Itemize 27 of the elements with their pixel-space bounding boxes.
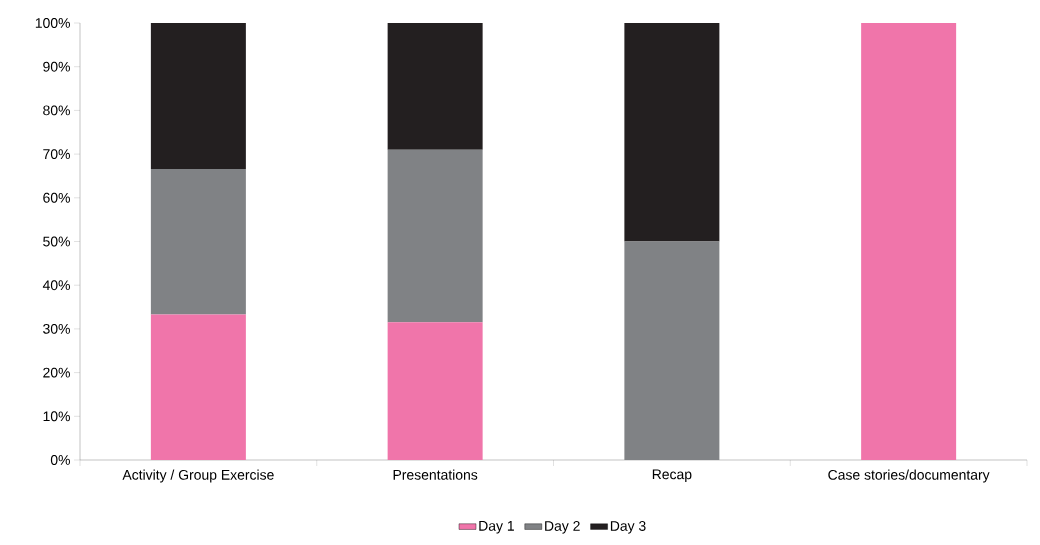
- y-tick-label: 20%: [43, 367, 70, 378]
- y-tick-label: 70%: [43, 149, 70, 160]
- bar: [150, 23, 246, 169]
- bar: [624, 23, 720, 242]
- legend-label: Day 1: [479, 521, 514, 534]
- y-tick-label: 30%: [43, 323, 70, 334]
- y-tick-label: 40%: [42, 280, 70, 291]
- y-tick-label: 100%: [35, 18, 70, 28]
- y-tick-label: 80%: [43, 105, 70, 116]
- x-tick-label: Presentations: [393, 469, 478, 480]
- bar: [387, 322, 483, 460]
- x-tick-label: Recap: [652, 469, 692, 483]
- y-tick-label: 50%: [43, 236, 70, 247]
- y-tick-label: 90%: [43, 61, 70, 72]
- bar: [387, 23, 483, 150]
- y-tick-label: 10%: [43, 411, 70, 422]
- x-tick-label: Activity / Group Exercise: [122, 469, 274, 483]
- legend-label: Day 3: [610, 520, 646, 534]
- y-tick-label: 60%: [43, 192, 70, 203]
- bar: [387, 149, 483, 323]
- y-tick-label: 0%: [50, 455, 70, 465]
- bar: [861, 23, 957, 460]
- bar: [624, 241, 720, 460]
- legend-label: Day 2: [545, 520, 580, 534]
- bar: [150, 314, 246, 460]
- x-tick-label: Case stories/documentary: [828, 469, 990, 483]
- bar: [150, 168, 246, 315]
